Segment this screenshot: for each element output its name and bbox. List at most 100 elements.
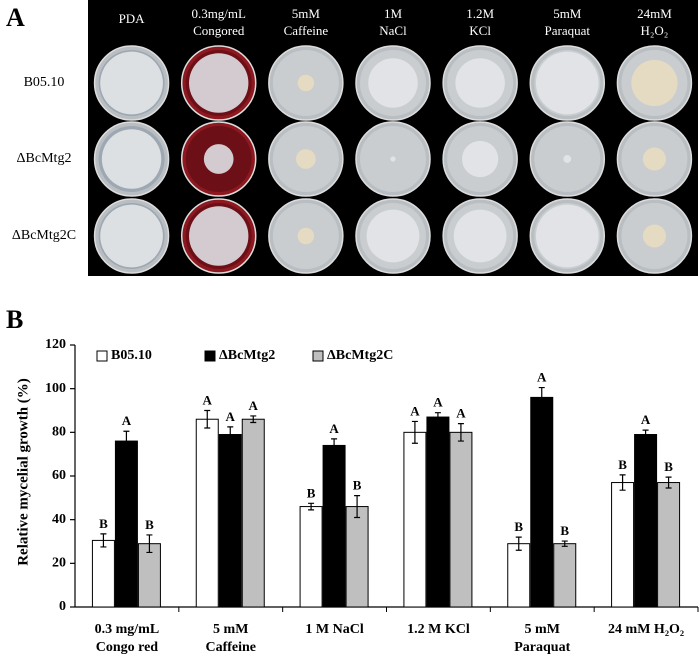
error-bar (665, 476, 672, 489)
bar (345, 506, 369, 608)
x-tick-label: 0.3 mg/mL (95, 622, 160, 637)
column-header: 5mM (292, 6, 321, 21)
bar (241, 418, 265, 608)
significance-letter: B (664, 459, 673, 474)
colony (535, 51, 599, 115)
column-header: 24mM (637, 6, 672, 21)
legend-label: ΔBcMtg2 (219, 348, 275, 363)
bar (91, 539, 115, 608)
bar (530, 396, 554, 608)
error-bar (642, 429, 649, 440)
column-header: 1M (384, 6, 403, 21)
error-bar (146, 534, 153, 554)
bar (634, 434, 658, 608)
legend-swatch (96, 350, 108, 362)
column-header: NaCl (379, 23, 407, 38)
significance-letter: A (537, 370, 547, 385)
x-tick-label: Paraquat (514, 640, 570, 655)
x-tick-label: 24 mM H₂O₂ (608, 622, 684, 637)
colony (642, 224, 666, 248)
bar (426, 416, 450, 608)
significance-letter: B (353, 478, 362, 493)
x-tick-label: 5 mM (525, 622, 560, 637)
bar (195, 418, 219, 608)
row-label: B05.10 (24, 75, 65, 90)
error-bar (561, 540, 568, 547)
significance-letter: A (433, 395, 443, 410)
column-header: Paraquat (545, 23, 591, 38)
significance-letter: B (618, 457, 627, 472)
colony (203, 144, 234, 174)
colony (368, 58, 418, 108)
legend-label: B05.10 (111, 348, 152, 363)
significance-letter: B (514, 519, 523, 534)
column-header: 0.3mg/mL (191, 6, 246, 21)
x-tick-label: Caffeine (205, 640, 256, 655)
legend-label: ΔBcMtg2C (327, 348, 393, 363)
bar (507, 543, 531, 608)
error-bar (331, 438, 338, 453)
colony (100, 51, 163, 115)
bar (403, 431, 427, 608)
column-header: PDA (119, 11, 146, 26)
colony (189, 53, 249, 113)
significance-letter: A (226, 409, 236, 424)
significance-letter: A (641, 412, 651, 427)
colony (453, 209, 507, 263)
colony (390, 156, 396, 162)
x-tick-label: 5 mM (213, 622, 248, 637)
colony (295, 149, 316, 169)
colony (631, 59, 678, 107)
column-header: KCl (469, 23, 491, 38)
significance-letter: A (410, 403, 420, 418)
y-tick-label: 80 (52, 425, 66, 440)
bar (218, 434, 242, 608)
colony (101, 129, 162, 189)
error-bar (411, 420, 418, 444)
legend-swatch (204, 350, 216, 362)
colony (461, 140, 499, 178)
significance-letter: B (307, 485, 316, 500)
significance-letter: A (456, 406, 466, 421)
column-header: Congored (193, 23, 245, 38)
y-tick-label: 0 (59, 599, 66, 614)
colony (563, 155, 572, 163)
bar (657, 482, 681, 608)
y-axis-label: Relative mycelial growth (%) (15, 378, 31, 566)
bar (553, 543, 577, 608)
y-tick-label: 40 (52, 512, 66, 527)
error-bar (100, 533, 107, 548)
error-bar (204, 409, 211, 429)
error-bar (457, 423, 464, 442)
y-tick-label: 120 (45, 337, 66, 352)
row-label: ΔBcMtg2C (12, 228, 76, 243)
significance-letter: A (249, 398, 259, 413)
error-bar (227, 426, 234, 443)
column-header: Caffeine (284, 23, 329, 38)
colony (535, 204, 599, 268)
column-header: 5mM (553, 6, 582, 21)
x-tick-label: 1 M NaCl (305, 622, 363, 637)
significance-letter: A (122, 413, 132, 428)
colony (189, 206, 249, 266)
colony (366, 209, 420, 263)
colony (455, 58, 505, 108)
error-bar (250, 415, 257, 424)
column-header: 1.2M (466, 6, 494, 21)
bar (611, 482, 635, 608)
error-bar (515, 536, 522, 551)
y-tick-label: 100 (45, 381, 66, 396)
bar (137, 543, 161, 608)
error-bar (434, 412, 441, 423)
bar (449, 431, 473, 608)
x-tick-label: 1.2 M KCl (407, 622, 470, 637)
bar (322, 444, 346, 608)
significance-letter: A (203, 392, 213, 407)
colony (100, 204, 163, 268)
row-label: ΔBcMtg2 (17, 151, 72, 166)
column-header: H₂O₂ (641, 23, 669, 38)
error-bar (308, 502, 315, 511)
bar (114, 440, 138, 608)
colony (642, 147, 666, 171)
x-tick-label: Congo red (96, 640, 159, 655)
